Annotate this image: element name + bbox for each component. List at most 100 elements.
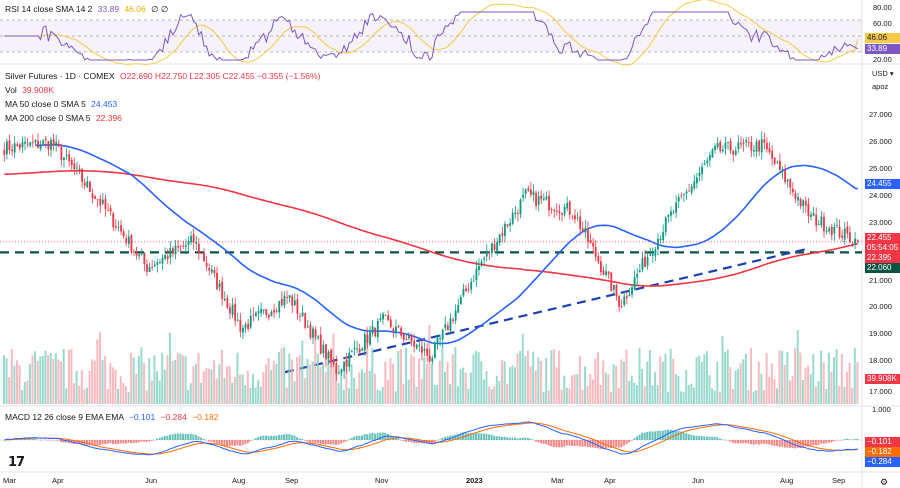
candle-body xyxy=(680,195,683,197)
macd-histogram-bar xyxy=(200,437,203,440)
candle-body xyxy=(781,169,784,172)
volume-bar xyxy=(604,372,607,404)
volume-bar xyxy=(674,373,677,404)
candle-body xyxy=(312,328,314,338)
macd-histogram-bar xyxy=(86,440,88,445)
macd-histogram-bar xyxy=(44,439,47,441)
candle-body xyxy=(509,223,512,226)
macd-histogram-bar xyxy=(47,440,50,441)
volume-value: 39.908K xyxy=(22,85,54,95)
candle-body xyxy=(506,224,509,227)
macd-histogram-bar xyxy=(223,440,226,446)
volume-bar xyxy=(648,349,651,404)
ma50-value: 24.453 xyxy=(91,99,118,109)
volume-bar xyxy=(848,362,851,404)
volume-bar xyxy=(589,373,592,404)
candle-body xyxy=(70,159,73,166)
time-tick-label: Jun xyxy=(692,476,705,485)
macd-histogram-bar xyxy=(335,440,338,445)
macd-histogram-bar xyxy=(708,436,711,440)
macd-histogram-bar xyxy=(3,440,5,441)
macd-histogram-bar xyxy=(28,438,31,440)
candle-body xyxy=(151,267,154,268)
candle-body xyxy=(558,211,561,213)
ma50-tag: 24.455 xyxy=(865,179,900,189)
volume-bar xyxy=(602,360,605,404)
candle-body xyxy=(703,163,706,165)
candle-body xyxy=(698,172,701,176)
candle-body xyxy=(317,336,320,338)
volume-bar xyxy=(332,333,335,404)
volume-bar xyxy=(220,349,223,404)
volume-bar xyxy=(228,366,231,404)
macd-histogram-bar xyxy=(345,440,348,442)
volume-bar xyxy=(526,350,529,404)
candle-body xyxy=(197,243,200,254)
macd-histogram-bar xyxy=(342,440,345,443)
volume-bar xyxy=(350,364,353,404)
macd-histogram-bar xyxy=(218,440,221,444)
macd-histogram-bar xyxy=(220,440,223,446)
candle-body xyxy=(125,238,128,244)
volume-bar xyxy=(698,355,701,404)
volume-bar xyxy=(490,389,493,404)
macd-histogram-bar xyxy=(822,440,825,444)
candle-body xyxy=(444,324,447,329)
candle-body xyxy=(130,234,133,253)
macd-histogram-bar xyxy=(132,440,135,444)
volume-bar xyxy=(477,351,480,404)
macd-tick-1: 1.000 xyxy=(872,405,891,414)
macd-histogram-bar xyxy=(324,440,327,445)
candle-body xyxy=(514,212,517,214)
volume-bar xyxy=(617,388,620,404)
currency-selector[interactable]: USD ▾ xyxy=(872,69,894,78)
volume-bar xyxy=(402,383,405,404)
volume-bar xyxy=(594,358,597,404)
candle-body xyxy=(205,262,208,267)
volume-bar xyxy=(436,384,439,404)
macd-histogram-bar xyxy=(532,439,535,441)
volume-bar xyxy=(158,380,161,404)
macd-histogram-bar xyxy=(752,440,755,445)
candle-body xyxy=(825,230,828,232)
volume-bar xyxy=(3,355,5,404)
candle-body xyxy=(501,233,504,236)
candle-body xyxy=(646,257,649,266)
volume-bar xyxy=(840,354,843,404)
candle-body xyxy=(522,195,524,198)
volume-bar xyxy=(783,364,786,404)
candle-body xyxy=(602,270,605,275)
candle-body xyxy=(693,181,696,189)
volume-bar xyxy=(485,371,488,404)
candle-body xyxy=(550,208,553,210)
macd-histogram-bar xyxy=(584,440,587,447)
volume-bar xyxy=(464,372,467,404)
volume-bar xyxy=(498,380,501,404)
macd-histogram-bar xyxy=(438,439,441,440)
settings-gear-icon[interactable]: ⚙ xyxy=(880,477,889,487)
macd-histogram-bar xyxy=(755,440,758,445)
volume-bar xyxy=(638,348,641,404)
volume-bar xyxy=(755,390,758,404)
candle-body xyxy=(96,199,99,201)
volume-bar xyxy=(514,367,516,404)
symbol-legend[interactable]: Silver Futures · 1D · COMEX O22.690 H22.… xyxy=(5,71,320,82)
macd-histogram-bar xyxy=(799,440,802,448)
volume-bar xyxy=(822,362,825,404)
macd-histogram-bar xyxy=(407,440,410,442)
volume-bar xyxy=(174,359,177,404)
candle-body xyxy=(457,304,460,313)
volume-bar xyxy=(830,371,833,404)
volume-bar xyxy=(277,351,280,404)
macd-histogram-bar xyxy=(337,440,340,445)
macd-legend: MACD 12 26 close 9 EMA EMA −0.101 −0.284… xyxy=(5,412,218,423)
candle-body xyxy=(628,294,631,297)
candle-body xyxy=(88,181,91,192)
rsi-legend-extra: ∅ ∅ xyxy=(151,4,169,14)
symbol-title[interactable]: Silver Futures · 1D · COMEX xyxy=(5,71,115,81)
volume-bar xyxy=(231,382,234,404)
macd-histogram-bar xyxy=(179,433,182,440)
candle-body xyxy=(724,142,727,149)
candle-body xyxy=(280,299,283,306)
